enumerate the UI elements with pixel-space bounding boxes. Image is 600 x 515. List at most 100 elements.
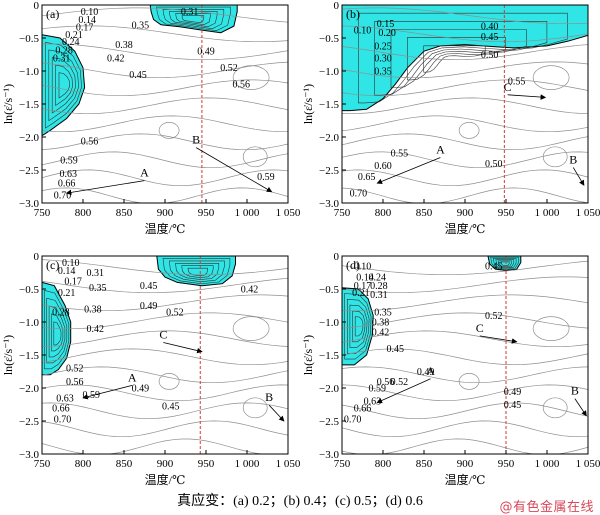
annotation-label: A (128, 370, 137, 384)
y-axis-title: ln(ε̇/s⁻¹) (1, 335, 15, 375)
contour-label: 0.35 (374, 67, 392, 78)
contour-line (42, 294, 288, 312)
instability-contour-line (423, 45, 486, 73)
x-tick-label: 1 000 (235, 207, 260, 219)
x-tick-label: 850 (116, 458, 133, 470)
contour-label: 0.28 (370, 281, 388, 292)
contour-line (342, 276, 588, 294)
contour-line (342, 260, 588, 276)
contour-line (42, 312, 288, 330)
plot-area (42, 256, 288, 454)
contour-line (342, 420, 588, 438)
panel-b: 0.15 0.10 0.20 0.250.30 0.35 0.400.45 0.50 0.55… (301, 0, 600, 236)
contour-label: 0.14 (356, 273, 374, 284)
contour-label: 0.52 (166, 308, 184, 319)
y-tick-label: −2.5 (319, 416, 339, 428)
contour-line (42, 7, 288, 23)
y-tick-label: −0.5 (19, 33, 39, 45)
y-tick-label: −1.5 (19, 99, 39, 111)
contour-line (342, 187, 588, 203)
contour-label: 0.56 (377, 377, 395, 388)
contour-line (342, 348, 588, 366)
contour-line (42, 259, 288, 276)
contour-label: 0.55 (508, 76, 526, 87)
contour-label: 0.24 (369, 273, 387, 284)
contour-loop (232, 316, 270, 341)
panel-label: (d) (346, 258, 360, 272)
contour-label: 0.63 (59, 169, 77, 180)
x-tick-label: 1 050 (576, 458, 600, 470)
contour-label: 0.55 (391, 148, 409, 159)
x-tick-label: 1 000 (535, 207, 560, 219)
contour-line (42, 384, 288, 402)
y-tick-label: −2.0 (319, 383, 339, 395)
contour-label: 0.17 (76, 22, 94, 33)
contour-label: 0.63 (364, 397, 382, 408)
contour-label: 0.31 (53, 53, 71, 64)
instability-contour-line (354, 316, 364, 337)
annotation-arrow (574, 398, 587, 417)
annotation-label: B (265, 390, 273, 404)
plot-area (42, 5, 288, 203)
annotation-label: A (140, 166, 149, 180)
contour-label: 0.45 (129, 70, 147, 81)
contour-label: 0.59 (60, 156, 78, 167)
contour-line (42, 61, 288, 79)
contour-label: 0.10 (354, 26, 372, 37)
contour-label: 0.40 (481, 22, 499, 33)
instability-contour-line (55, 64, 74, 107)
contour-line (42, 330, 288, 348)
contour-line (42, 43, 288, 61)
contour-loop (158, 122, 180, 139)
y-tick-label: −3.0 (19, 449, 39, 461)
annotation-label: B (569, 152, 577, 166)
x-tick-label: 1 050 (576, 207, 600, 219)
instability-contour-line (500, 261, 510, 266)
instability-contour-line (156, 6, 231, 32)
annotation-arrow (376, 378, 431, 404)
contour-label: 0.49 (197, 47, 215, 58)
contour-label: 0.21 (352, 288, 370, 299)
y-tick-label: −2.0 (319, 132, 339, 144)
instability-contour-line (58, 72, 71, 99)
contour-label: 0.49 (132, 384, 150, 395)
contour-loop (542, 397, 568, 419)
x-tick-label: 950 (198, 458, 215, 470)
contour-line (342, 312, 588, 329)
annotation-arrow (268, 404, 285, 422)
panel-c: 0.100.140.170.21 0.28 0.31 0.35 0.38 0.42 0.45… (1, 251, 301, 487)
annotation-label: C (159, 328, 167, 342)
instability-contour-line (498, 260, 512, 267)
contour-line (42, 420, 288, 438)
instability-contour-line (168, 260, 225, 283)
annotation-arrow (479, 335, 518, 344)
instability-contour-line (175, 262, 220, 280)
contour-line (42, 115, 288, 133)
contour-loop (242, 397, 268, 419)
contour-label: 0.14 (58, 266, 76, 277)
y-axis-title: ln(ε̇/s⁻¹) (1, 84, 15, 124)
contour-label: 0.35 (132, 20, 150, 31)
contour-label: 0.24 (62, 37, 80, 48)
contour-label: 0.31 (370, 290, 388, 301)
contour-label: 0.56 (233, 80, 251, 91)
x-tick-label: 950 (198, 207, 215, 219)
contour-label: 0.63 (56, 393, 74, 404)
annotation-label: B (571, 384, 579, 398)
x-tick-label: 750 (334, 458, 351, 470)
x-tick-label: 1 050 (276, 207, 301, 219)
y-tick-label: 0 (334, 251, 340, 263)
contour-loop (542, 146, 568, 168)
instability-contour-line (48, 49, 80, 122)
contour-label: 0.21 (58, 288, 76, 299)
x-tick-label: 900 (457, 207, 474, 219)
contour-label: 0.20 (378, 28, 396, 39)
contour-line (342, 169, 588, 187)
contour-label: 0.70 (350, 189, 368, 200)
contour-label: 0.59 (369, 384, 387, 395)
contour-label: 0.35 (89, 283, 107, 294)
plot-area (342, 256, 588, 454)
instability-contour-line (490, 256, 519, 270)
contour-line (342, 366, 588, 384)
annotation-arrow (82, 385, 133, 400)
